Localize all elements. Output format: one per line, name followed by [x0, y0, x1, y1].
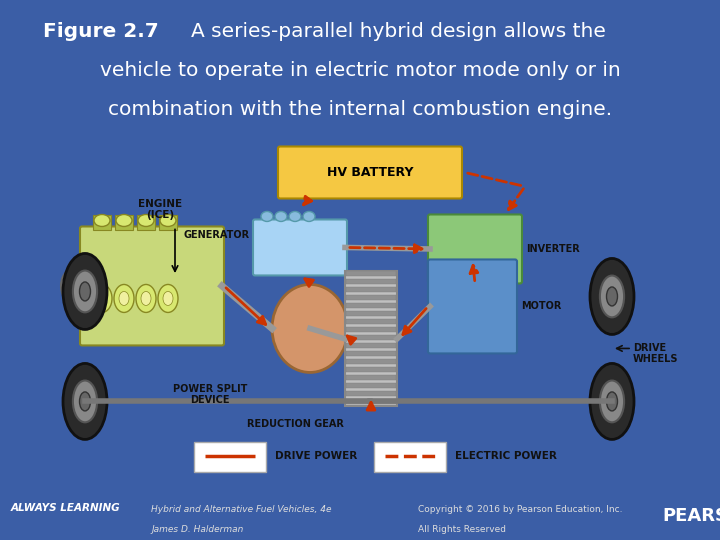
- FancyBboxPatch shape: [194, 442, 266, 472]
- Bar: [346, 320, 396, 325]
- Text: HV BATTERY: HV BATTERY: [327, 166, 413, 179]
- Ellipse shape: [97, 292, 107, 306]
- Ellipse shape: [163, 292, 173, 306]
- Text: All Rights Reserved: All Rights Reserved: [418, 525, 505, 535]
- FancyBboxPatch shape: [374, 442, 446, 472]
- Text: GENERATOR: GENERATOR: [184, 231, 250, 240]
- Ellipse shape: [136, 285, 156, 313]
- Ellipse shape: [138, 214, 154, 226]
- Bar: [346, 327, 396, 333]
- FancyBboxPatch shape: [278, 146, 462, 199]
- FancyBboxPatch shape: [428, 259, 517, 354]
- Text: MOTOR: MOTOR: [521, 301, 562, 312]
- Bar: [346, 280, 396, 285]
- Text: POWER SPLIT: POWER SPLIT: [173, 384, 247, 394]
- Ellipse shape: [63, 253, 107, 329]
- Text: INVERTER: INVERTER: [526, 244, 580, 254]
- Ellipse shape: [289, 212, 301, 221]
- Text: DRIVE: DRIVE: [633, 343, 666, 354]
- Bar: [345, 272, 397, 407]
- Text: vehicle to operate in electric motor mode only or in: vehicle to operate in electric motor mod…: [99, 60, 621, 80]
- Bar: [346, 272, 396, 276]
- Bar: [93, 215, 111, 231]
- Bar: [346, 303, 396, 308]
- Ellipse shape: [275, 212, 287, 221]
- Text: Figure 2.7: Figure 2.7: [43, 22, 159, 41]
- Text: (ICE): (ICE): [146, 211, 174, 220]
- Bar: [346, 400, 396, 404]
- Ellipse shape: [141, 292, 151, 306]
- Bar: [346, 383, 396, 388]
- Bar: [346, 367, 396, 373]
- Bar: [346, 287, 396, 293]
- Ellipse shape: [114, 285, 134, 313]
- Ellipse shape: [63, 363, 107, 440]
- Text: ELECTRIC POWER: ELECTRIC POWER: [455, 451, 557, 461]
- FancyBboxPatch shape: [253, 219, 347, 275]
- FancyBboxPatch shape: [80, 226, 224, 346]
- FancyBboxPatch shape: [428, 214, 522, 284]
- Text: DEVICE: DEVICE: [190, 395, 230, 406]
- Text: ENGINE: ENGINE: [138, 199, 182, 210]
- Ellipse shape: [590, 363, 634, 440]
- Text: Hybrid and Alternative Fuel Vehicles, 4e: Hybrid and Alternative Fuel Vehicles, 4e: [151, 505, 332, 514]
- Bar: [346, 343, 396, 348]
- Bar: [346, 312, 396, 316]
- Bar: [115, 215, 133, 231]
- Ellipse shape: [606, 392, 618, 411]
- Ellipse shape: [606, 287, 618, 306]
- Bar: [346, 335, 396, 340]
- Bar: [346, 360, 396, 365]
- Text: WHEELS: WHEELS: [633, 354, 678, 364]
- Ellipse shape: [600, 381, 624, 422]
- Bar: [159, 215, 177, 231]
- Ellipse shape: [261, 212, 273, 221]
- Ellipse shape: [303, 212, 315, 221]
- Ellipse shape: [158, 285, 178, 313]
- Text: combination with the internal combustion engine.: combination with the internal combustion…: [108, 99, 612, 119]
- Text: ALWAYS LEARNING: ALWAYS LEARNING: [11, 503, 120, 514]
- Text: Copyright © 2016 by Pearson Education, Inc.: Copyright © 2016 by Pearson Education, I…: [418, 505, 622, 514]
- Bar: [346, 352, 396, 356]
- Bar: [137, 215, 155, 231]
- Ellipse shape: [590, 259, 634, 334]
- Text: REDUCTION GEAR: REDUCTION GEAR: [246, 420, 343, 429]
- Text: PEARSON: PEARSON: [662, 507, 720, 525]
- Ellipse shape: [600, 275, 624, 318]
- Bar: [346, 392, 396, 396]
- Ellipse shape: [79, 392, 91, 411]
- Ellipse shape: [119, 292, 129, 306]
- Bar: [346, 375, 396, 380]
- Ellipse shape: [61, 271, 79, 301]
- Ellipse shape: [272, 285, 348, 373]
- Text: James D. Halderman: James D. Halderman: [151, 525, 243, 535]
- Ellipse shape: [79, 282, 91, 301]
- Ellipse shape: [73, 271, 97, 312]
- Ellipse shape: [160, 214, 176, 226]
- Text: DRIVE POWER: DRIVE POWER: [275, 451, 357, 461]
- Bar: [346, 295, 396, 300]
- Ellipse shape: [116, 214, 132, 226]
- Text: A series-parallel hybrid design allows the: A series-parallel hybrid design allows t…: [191, 22, 606, 41]
- Ellipse shape: [73, 381, 97, 422]
- Ellipse shape: [92, 285, 112, 313]
- Ellipse shape: [94, 214, 110, 226]
